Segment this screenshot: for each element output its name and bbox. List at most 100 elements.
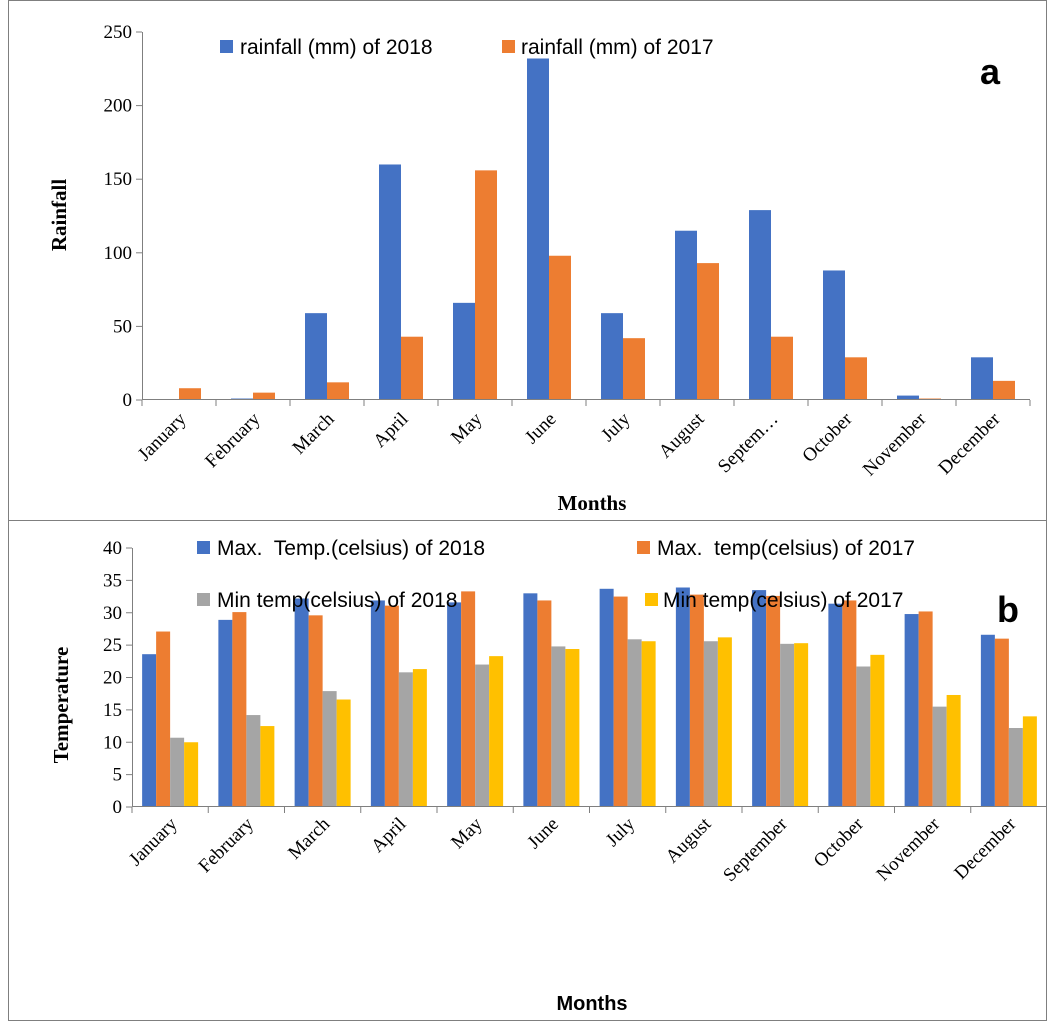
bar <box>994 638 1009 807</box>
bar <box>993 380 1015 400</box>
y-tick-label: 15 <box>103 700 122 721</box>
bar <box>379 164 401 400</box>
bar <box>601 313 623 400</box>
legend-swatch <box>637 541 650 554</box>
x-tick-label: February <box>195 813 259 877</box>
x-tick-label: February <box>201 408 265 472</box>
y-tick-label: 200 <box>104 96 133 117</box>
y-tick-label: 100 <box>104 243 133 264</box>
bar <box>308 615 323 807</box>
legend-label: rainfall (mm) of 2018 <box>240 36 433 59</box>
y-tick-label: 30 <box>103 603 122 624</box>
x-tick-label: Septem… <box>714 409 783 478</box>
bar <box>771 336 793 400</box>
bar <box>253 392 275 400</box>
bar <box>946 694 961 807</box>
bar <box>232 612 247 807</box>
bar <box>980 634 995 807</box>
bar <box>401 336 423 400</box>
bar <box>527 58 549 400</box>
x-axis-title: Months <box>558 491 627 515</box>
panel-label-b: b <box>997 589 1019 630</box>
bar <box>823 270 845 400</box>
x-tick-label: December <box>950 813 1021 884</box>
x-tick-label: April <box>367 814 410 857</box>
panel-label-a: a <box>980 51 1001 92</box>
bar <box>703 641 718 807</box>
x-tick-label: June <box>523 814 562 853</box>
y-tick-label: 150 <box>104 169 133 190</box>
x-tick-label: October <box>810 813 869 872</box>
bar <box>475 170 497 400</box>
bar <box>260 726 275 807</box>
bar <box>828 603 843 807</box>
bar <box>689 594 704 807</box>
bar <box>627 639 642 807</box>
y-axis-title: Rainfall <box>47 179 71 252</box>
bar <box>370 600 385 807</box>
x-tick-label: March <box>284 813 334 863</box>
bar <box>461 591 476 807</box>
bar <box>549 255 571 400</box>
legend-label: Max. Temp.(celsius) of 2018 <box>217 537 485 560</box>
bar <box>327 382 349 400</box>
bar <box>842 600 857 807</box>
bar <box>475 664 490 807</box>
x-tick-label: November <box>859 408 931 480</box>
x-tick-label: May <box>447 813 487 853</box>
bar <box>246 715 261 807</box>
bar <box>294 598 309 807</box>
bar <box>170 737 185 807</box>
bar <box>641 641 656 807</box>
y-tick-label: 20 <box>103 668 122 689</box>
legend-label: rainfall (mm) of 2017 <box>521 36 714 59</box>
bar <box>305 313 327 400</box>
legend-swatch <box>645 593 658 606</box>
bar <box>551 646 566 807</box>
bar <box>717 637 732 807</box>
bar <box>537 600 552 807</box>
bar <box>453 302 475 400</box>
bar <box>156 631 171 807</box>
x-tick-label: March <box>289 408 339 458</box>
bar <box>623 338 645 400</box>
x-tick-label: January <box>125 813 182 870</box>
bar <box>184 742 199 807</box>
bar <box>675 587 690 807</box>
bar <box>523 593 538 807</box>
y-axis-title: Temperature <box>49 647 73 764</box>
bar <box>766 595 781 807</box>
bar <box>918 611 933 807</box>
bar <box>845 357 867 400</box>
x-tick-label: December <box>934 408 1005 479</box>
legend-label: Min temp(celsius) of 2018 <box>217 589 457 612</box>
legend-swatch <box>220 40 233 53</box>
y-tick-label: 0 <box>113 797 123 818</box>
temperature-chart: 0 5 10 15 20 25 30 35 40 January February March Apr… <box>49 537 1047 1015</box>
legend-label: Max. temp(celsius) of 2017 <box>657 537 915 560</box>
bar <box>856 666 871 807</box>
bar <box>142 654 157 807</box>
bar <box>904 614 919 807</box>
bar <box>1022 716 1037 807</box>
legend: rainfall (mm) of 2018 rainfall (mm) of 2… <box>220 36 714 59</box>
x-tick-label: October <box>798 408 857 467</box>
bar <box>384 605 399 807</box>
x-tick-label: September <box>719 813 792 886</box>
bar <box>322 691 337 807</box>
y-tick-label: 25 <box>103 635 122 656</box>
bar <box>336 699 351 807</box>
x-tick-label: July <box>602 813 640 851</box>
bar <box>971 357 993 400</box>
bar <box>398 672 413 807</box>
bar <box>599 588 614 807</box>
bar <box>794 643 809 807</box>
x-tick-label: June <box>521 409 560 448</box>
bar <box>613 596 628 807</box>
bar <box>897 395 919 400</box>
y-tick-label: 35 <box>103 570 122 591</box>
legend-swatch <box>502 40 515 53</box>
bar <box>179 388 201 400</box>
bar <box>1008 728 1023 807</box>
